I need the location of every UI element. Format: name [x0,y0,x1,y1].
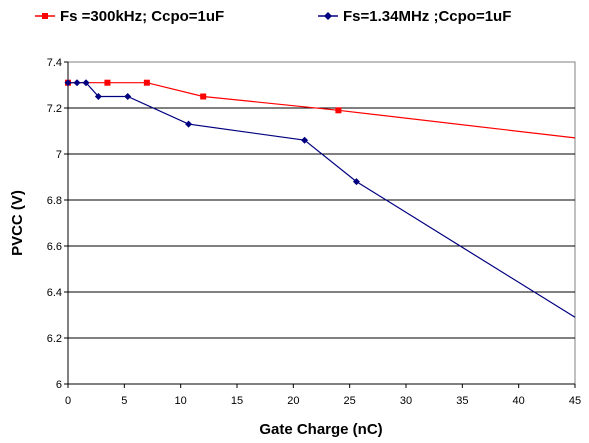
x-tick-labels: 0 5 10 15 20 25 30 35 40 45 [65,395,581,407]
data-point-series-2 [352,178,360,186]
data-point-series-2 [64,79,72,87]
data-point-series-2 [82,79,90,87]
x-axis-title: Gate Charge (nC) [259,421,382,438]
x-tick-label: 10 [175,395,187,407]
y-tick-label: 6.8 [47,195,62,207]
y-tick-label: 7.2 [47,103,62,115]
data-point-series-1 [200,93,207,100]
x-tick-label: 45 [569,395,581,407]
x-tick-label: 0 [65,395,71,407]
y-tick-label: 6 [56,379,62,391]
legend-label-series-1: Fs =300kHz; Ccpo=1uF [60,8,224,25]
x-tick-label: 15 [231,395,243,407]
legend-label-series-2: Fs=1.34MHz ;Ccpo=1uF [343,8,511,25]
x-tick-label: 20 [287,395,299,407]
data-point-series-1 [143,79,150,86]
legend-marker-series-1 [42,13,48,19]
data-point-series-1 [335,107,342,114]
x-tick-label: 40 [513,395,525,407]
y-tick-label: 6.6 [47,241,62,253]
data-point-series-2 [73,79,81,87]
data-point-series-2 [124,93,132,100]
series-layer [64,79,576,318]
data-point-series-2 [185,120,193,128]
plot-area [67,61,576,385]
data-point-series-2 [94,93,102,100]
data-point-series-2 [301,136,309,144]
x-tick-label: 5 [121,395,127,407]
legend: Fs =300kHz; Ccpo=1uF Fs=1.34MHz ;Ccpo=1u… [35,8,511,25]
y-tick-label: 7 [56,149,62,161]
data-point-series-1 [104,79,111,86]
legend-item-series-1: Fs =300kHz; Ccpo=1uF [35,8,224,25]
series-line-1 [68,82,576,139]
y-tick-labels: 6 6.2 6.4 6.6 6.8 7 7.2 7.4 [47,57,62,391]
x-tick-label: 30 [400,395,412,407]
y-tick-label: 7.4 [47,57,62,69]
x-tick-label: 35 [456,395,468,407]
y-axis-title: PVCC (V) [9,190,26,256]
axes [64,61,576,388]
x-tick-label: 25 [344,395,356,407]
y-tick-label: 6.2 [47,333,62,345]
legend-marker-series-2 [324,12,332,20]
legend-item-series-2: Fs=1.34MHz ;Ccpo=1uF [318,8,511,25]
y-tick-label: 6.4 [47,287,62,299]
